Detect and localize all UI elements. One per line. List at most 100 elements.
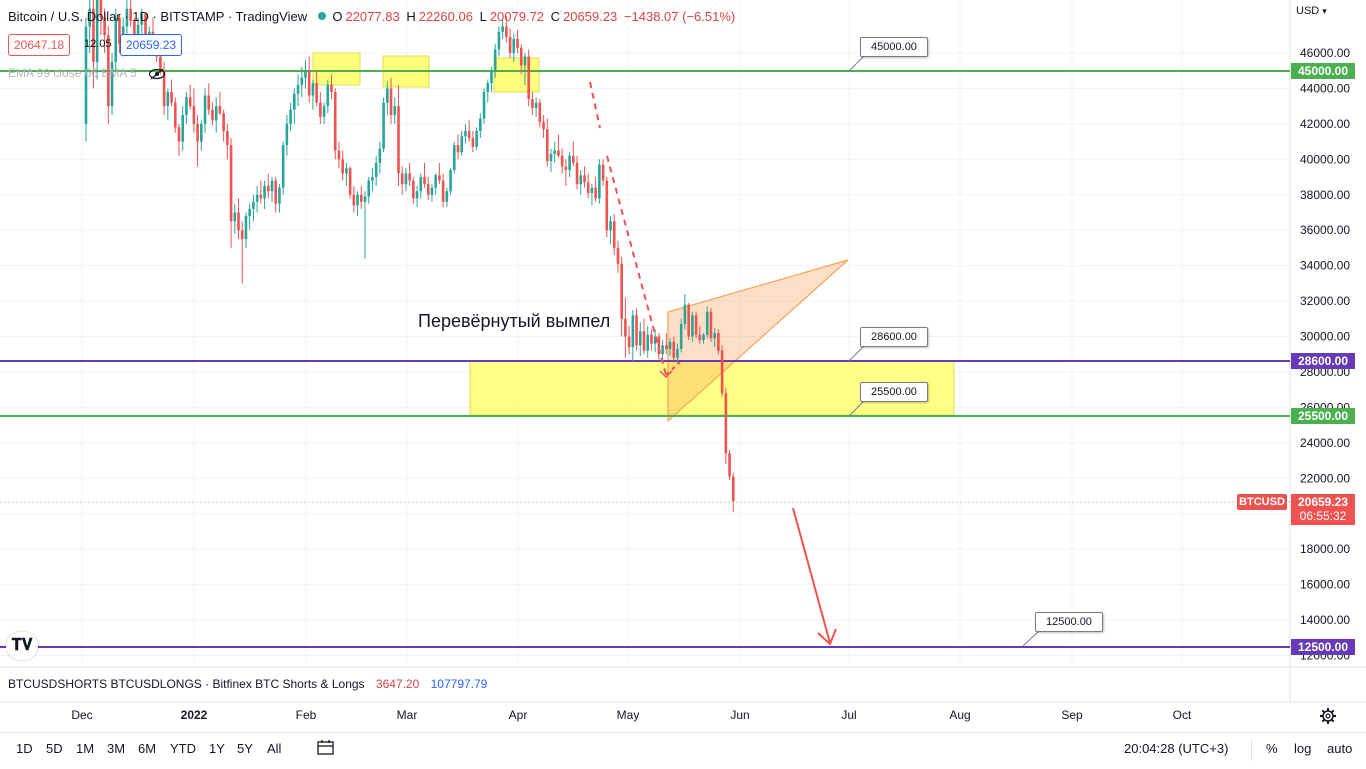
timeframe-button-1y[interactable]: 1Y — [209, 741, 225, 756]
price-tick-label: 18000.00 — [1300, 542, 1350, 556]
candle-body — [393, 106, 397, 116]
price-tick-label: 40000.00 — [1300, 152, 1350, 166]
bottom-toolbar: 1D 5D 1M 3M 6M YTD 1Y 5Y All 20:04:28 (UTC+3) % … — [0, 732, 1366, 769]
arrow-head — [659, 370, 673, 379]
candle-body — [467, 130, 471, 139]
candle-body — [657, 336, 661, 355]
pattern-annotation[interactable]: Перевёрнутый вымпел — [418, 311, 611, 331]
level-price-badge: 28600.00 — [1291, 353, 1355, 369]
badge-label: 45000.00 — [1297, 64, 1349, 78]
bid-button[interactable]: 20647.18 — [8, 34, 71, 56]
candles — [84, 0, 735, 512]
candle-body — [229, 145, 233, 222]
candle-body — [322, 106, 326, 117]
candle-body — [263, 185, 266, 199]
candle-body — [605, 180, 609, 231]
level-callout[interactable]: 25500.00 — [860, 382, 928, 402]
price-tick-label: 22000.00 — [1300, 471, 1350, 485]
candle-body — [512, 38, 516, 53]
level-callout[interactable]: 45000.00 — [860, 37, 928, 57]
hide-eye-icon[interactable] — [148, 68, 166, 80]
candle-body — [434, 175, 437, 188]
candle-body — [464, 130, 467, 137]
open-label: O — [332, 9, 343, 24]
last-price-badge: 20659.23 06:55:32 — [1291, 494, 1355, 525]
callout-label: 25500.00 — [871, 386, 917, 398]
time-axis[interactable]: Dec 2022 Feb Mar Apr May Jun Jul Aug Sep Oct — [71, 708, 1192, 722]
candle-body — [545, 129, 549, 162]
timeframe-button-all[interactable]: All — [267, 741, 282, 756]
candle-body — [534, 102, 538, 108]
level-callout[interactable]: 28600.00 — [860, 327, 928, 347]
callout-label: 12500.00 — [1046, 616, 1092, 628]
time-tick-label: May — [617, 708, 640, 722]
candle-body — [694, 315, 698, 335]
candle-body — [419, 177, 423, 192]
tradingview-logo[interactable]: 𝐓𝐕 — [6, 632, 38, 660]
log-toggle[interactable]: log — [1294, 741, 1312, 756]
candle-body — [278, 187, 281, 204]
timeframe-button-3m[interactable]: 3M — [107, 741, 126, 756]
candle-body — [609, 221, 612, 231]
clock-timezone[interactable]: 20:04:28 (UTC+3) — [1124, 741, 1229, 756]
candle-body — [378, 148, 382, 163]
candle-body — [259, 194, 263, 199]
candle-body — [348, 168, 352, 195]
date-range-calendar-icon[interactable] — [316, 739, 336, 757]
timeframe-button-1d[interactable]: 1D — [16, 741, 33, 756]
timeframe-button-6m[interactable]: 6M — [138, 741, 157, 756]
candle-body — [705, 311, 709, 335]
candle-body — [426, 184, 430, 195]
time-tick-label: Oct — [1173, 708, 1192, 722]
percent-toggle[interactable]: % — [1266, 741, 1278, 756]
candle-body — [129, 8, 132, 22]
candle-body — [337, 150, 341, 160]
callout-connector — [848, 345, 865, 362]
timeframe-button-ytd[interactable]: YTD — [170, 741, 196, 756]
divider — [1251, 739, 1252, 761]
callout-label: 28600.00 — [871, 331, 917, 343]
time-tick-label: Dec — [71, 708, 92, 722]
candle-body — [207, 95, 211, 110]
candle-body — [460, 136, 464, 153]
candle-body — [620, 263, 623, 319]
timeframe-button-5d[interactable]: 5D — [46, 741, 63, 756]
last-price-symbol-badge: BTCUSD — [1237, 494, 1287, 510]
candle-body — [516, 38, 519, 48]
candle-body — [382, 102, 385, 149]
candle-body — [616, 247, 620, 264]
indicator-legend[interactable]: BTCUSDSHORTS BTCUSDLONGS · Bitfinex BTC … — [8, 677, 487, 691]
level-callout[interactable]: 12500.00 — [1035, 612, 1103, 632]
dashed-arrow — [665, 361, 681, 376]
candle-body — [482, 91, 486, 119]
zone-box — [312, 52, 361, 86]
candle-body — [724, 393, 728, 454]
callout-label: 45000.00 — [871, 41, 917, 53]
symbol-title[interactable]: Bitcoin / U.S. Dollar · 1D · BITSTAMP · … — [8, 9, 308, 24]
close-label: C — [550, 9, 561, 24]
ask-button[interactable]: 20659.23 — [120, 34, 183, 56]
price-tick-label: 38000.00 — [1300, 188, 1350, 202]
candle-body — [668, 341, 672, 349]
shorts-value: 3647.20 — [375, 677, 420, 691]
candle-body — [687, 304, 690, 337]
dashed-arrow — [606, 155, 667, 376]
candle-body — [612, 221, 616, 248]
time-tick-label: 2022 — [181, 708, 208, 722]
ema-indicator-legend[interactable]: EMA 99 close 66 EMA 5 — [8, 66, 166, 80]
candle-body — [345, 168, 348, 174]
candle-body — [252, 201, 255, 209]
time-tick-label: Jun — [730, 708, 749, 722]
candle-body — [497, 31, 501, 50]
candle-body — [501, 26, 504, 32]
auto-toggle[interactable]: auto — [1327, 741, 1353, 756]
currency-selector[interactable]: USD ▾ — [1296, 5, 1327, 17]
candle-body — [304, 70, 307, 78]
candle-body — [192, 106, 196, 124]
timeframe-button-5y[interactable]: 5Y — [237, 741, 253, 756]
settings-gear-icon[interactable] — [1318, 706, 1338, 726]
candle-body — [519, 47, 523, 66]
timeframe-button-1m[interactable]: 1M — [76, 741, 95, 756]
candle-body — [650, 334, 653, 344]
